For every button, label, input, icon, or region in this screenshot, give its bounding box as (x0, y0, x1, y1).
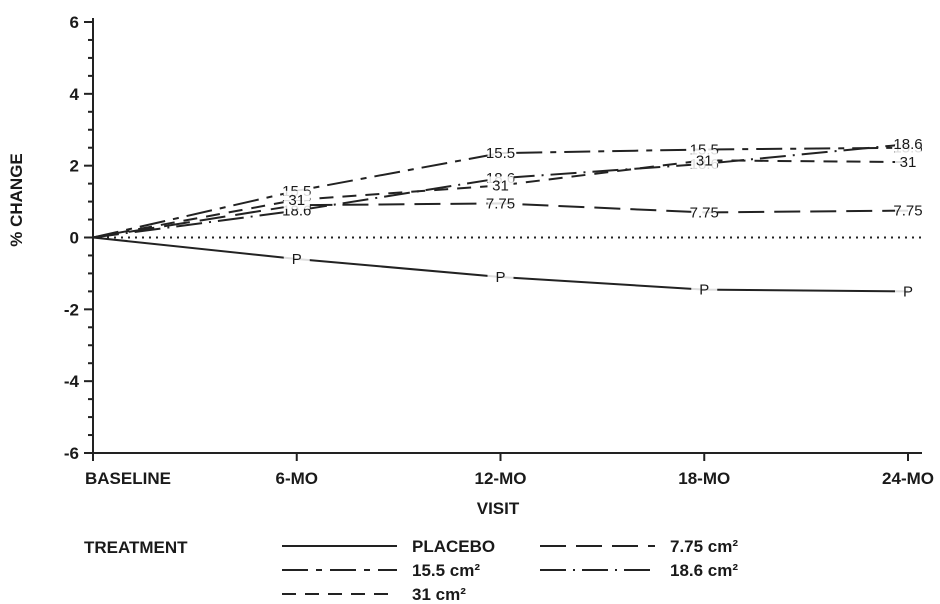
point-label-bg (895, 201, 921, 220)
y-tick-label: -2 (64, 300, 79, 319)
legend-label-7-75: 7.75 cm² (670, 537, 738, 556)
point-label-15-5: 15.5 (486, 145, 515, 162)
y-tick-label: -6 (64, 444, 79, 463)
y-axis-title: % CHANGE (7, 153, 26, 247)
point-label-31: 31 (288, 192, 305, 209)
point-label-p: P (699, 282, 709, 299)
point-label-bg (691, 280, 718, 299)
point-label-bg (895, 135, 921, 154)
point-label-31: 31 (492, 177, 509, 194)
x-tick-label-24-mo: 24-MO (882, 469, 934, 488)
point-label-bg (895, 282, 921, 301)
x-tick-label-6-mo: 6-MO (276, 469, 319, 488)
point-label-31: 31 (900, 154, 917, 171)
legend: TREATMENT PLACEBO 7.75 cm² 15.5 cm² 18.6 cm… (84, 537, 738, 604)
x-tick-label-18-mo: 18-MO (678, 469, 730, 488)
point-label-p: P (903, 283, 913, 300)
point-label-bg (487, 268, 514, 287)
legend-label-18-6: 18.6 cm² (670, 561, 738, 580)
point-label-bg (283, 190, 310, 209)
series-line-15-5 (92, 146, 909, 239)
point-label-bg (487, 144, 514, 163)
point-label-bg (691, 151, 718, 170)
legend-label-31: 31 cm² (412, 585, 466, 604)
axes: -6 -4 -2 0 2 4 6 BASELINE 6-MO 12-MO 18-MO 24-MO (64, 13, 934, 488)
y-tick-label: 6 (70, 13, 79, 32)
x-axis-title: VISIT (477, 499, 520, 518)
y-tick-label: 2 (70, 157, 79, 176)
legend-label-p: PLACEBO (412, 537, 495, 556)
legend-label-15-5: 15.5 cm² (412, 561, 480, 580)
point-label-bg (487, 194, 514, 213)
point-label-p: P (495, 269, 505, 286)
point-labels: PPPP7.757.757.757.7515.515.515.515.518.6… (282, 135, 923, 301)
point-label-7-75: 7.75 (893, 203, 922, 220)
y-tick-label: 4 (70, 85, 80, 104)
point-label-18-6: 18.6 (893, 136, 922, 153)
series-line-31 (92, 159, 909, 239)
x-tick-label-baseline: BASELINE (85, 469, 171, 488)
point-label-bg (487, 176, 514, 195)
x-tick-label-12-mo: 12-MO (475, 469, 527, 488)
y-tick-label: -4 (64, 372, 80, 391)
point-label-bg (283, 250, 310, 269)
y-tick-label: 0 (70, 229, 79, 248)
point-label-p: P (292, 251, 302, 268)
point-label-7-75: 7.75 (486, 195, 515, 212)
legend-title: TREATMENT (84, 538, 188, 557)
point-label-31: 31 (696, 152, 713, 169)
point-label-7-75: 7.75 (690, 204, 719, 221)
point-label-bg (895, 153, 921, 172)
point-label-bg (691, 203, 718, 222)
